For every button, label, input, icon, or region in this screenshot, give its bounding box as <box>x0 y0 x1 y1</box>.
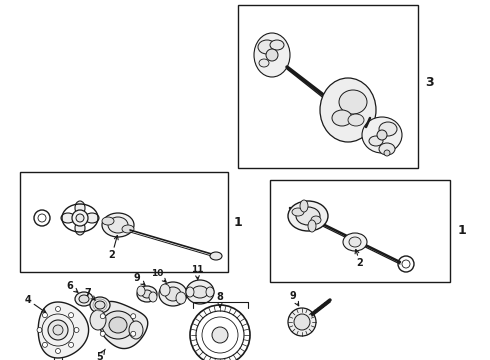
Ellipse shape <box>258 40 276 54</box>
Circle shape <box>212 327 228 343</box>
Circle shape <box>294 314 310 330</box>
Text: 10: 10 <box>151 269 166 282</box>
Ellipse shape <box>296 207 320 225</box>
Text: 1: 1 <box>234 216 243 229</box>
Text: 9: 9 <box>134 273 145 285</box>
Text: 9: 9 <box>290 291 299 306</box>
Ellipse shape <box>259 59 269 67</box>
Ellipse shape <box>95 301 105 309</box>
Text: 2: 2 <box>355 249 364 268</box>
Ellipse shape <box>102 213 134 237</box>
Ellipse shape <box>102 311 134 339</box>
Bar <box>20 172 228 272</box>
Ellipse shape <box>109 317 127 333</box>
Circle shape <box>37 328 42 333</box>
Text: 5: 5 <box>97 349 105 360</box>
Text: 3: 3 <box>426 76 434 89</box>
Circle shape <box>43 312 48 318</box>
Ellipse shape <box>343 233 367 251</box>
Text: 8: 8 <box>217 292 223 307</box>
Ellipse shape <box>75 201 85 215</box>
Circle shape <box>55 306 60 311</box>
Bar <box>270 180 450 282</box>
Ellipse shape <box>129 321 143 339</box>
Circle shape <box>266 49 278 61</box>
Ellipse shape <box>308 220 316 232</box>
Circle shape <box>48 320 68 340</box>
Ellipse shape <box>176 292 186 304</box>
Circle shape <box>100 314 105 319</box>
Ellipse shape <box>108 217 128 233</box>
Circle shape <box>131 314 136 319</box>
Ellipse shape <box>159 282 187 306</box>
Circle shape <box>377 130 387 140</box>
Ellipse shape <box>61 213 75 223</box>
Circle shape <box>55 348 60 354</box>
Ellipse shape <box>142 290 152 298</box>
Ellipse shape <box>137 286 145 296</box>
Ellipse shape <box>149 292 157 302</box>
Ellipse shape <box>369 136 383 146</box>
Circle shape <box>100 331 105 336</box>
Ellipse shape <box>122 225 134 233</box>
Circle shape <box>384 150 390 156</box>
Ellipse shape <box>75 221 85 235</box>
Ellipse shape <box>254 33 290 77</box>
Text: 6: 6 <box>67 281 78 292</box>
Ellipse shape <box>379 143 395 155</box>
Ellipse shape <box>165 287 181 301</box>
Circle shape <box>76 214 84 222</box>
Ellipse shape <box>288 201 328 231</box>
Bar <box>238 5 418 168</box>
Circle shape <box>74 328 79 333</box>
Ellipse shape <box>102 217 114 225</box>
Circle shape <box>53 325 63 335</box>
Ellipse shape <box>186 280 214 304</box>
Ellipse shape <box>311 216 321 224</box>
Text: 11: 11 <box>191 266 203 279</box>
Ellipse shape <box>320 78 376 142</box>
Circle shape <box>131 331 136 336</box>
Ellipse shape <box>349 237 361 247</box>
Circle shape <box>72 210 88 226</box>
Ellipse shape <box>348 114 364 126</box>
Text: 1: 1 <box>458 224 466 237</box>
Polygon shape <box>38 302 89 358</box>
Ellipse shape <box>137 286 157 302</box>
Text: 2: 2 <box>109 235 118 260</box>
Ellipse shape <box>379 122 397 136</box>
Ellipse shape <box>85 213 99 223</box>
Polygon shape <box>99 301 148 348</box>
Circle shape <box>69 342 74 347</box>
Text: 4: 4 <box>24 295 46 312</box>
Circle shape <box>69 312 74 318</box>
Circle shape <box>43 342 48 347</box>
Circle shape <box>288 308 316 336</box>
Ellipse shape <box>75 292 93 306</box>
Ellipse shape <box>210 252 222 260</box>
Ellipse shape <box>79 295 89 303</box>
Ellipse shape <box>186 287 194 297</box>
Ellipse shape <box>206 287 214 297</box>
Ellipse shape <box>90 297 110 313</box>
Ellipse shape <box>362 117 402 153</box>
Text: 7: 7 <box>85 288 95 300</box>
Ellipse shape <box>300 200 308 212</box>
Ellipse shape <box>160 284 170 296</box>
Ellipse shape <box>192 286 208 298</box>
Ellipse shape <box>270 40 284 50</box>
Ellipse shape <box>90 310 106 330</box>
Ellipse shape <box>332 110 352 126</box>
Ellipse shape <box>339 90 367 114</box>
Ellipse shape <box>292 208 304 216</box>
